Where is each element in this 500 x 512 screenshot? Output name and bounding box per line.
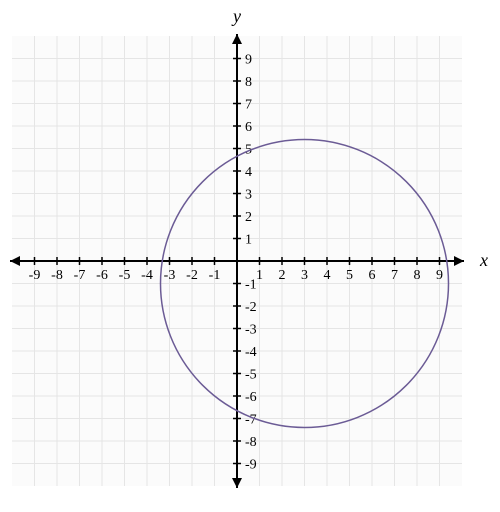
y-tick-label: -5 xyxy=(245,368,257,383)
x-tick-label: -9 xyxy=(29,268,41,283)
y-tick-label: 2 xyxy=(245,210,252,225)
y-tick-label: -3 xyxy=(245,323,257,338)
x-tick-label: -7 xyxy=(74,268,86,283)
y-tick-label: 9 xyxy=(245,53,252,68)
x-tick-label: 2 xyxy=(279,268,286,283)
y-tick-label: 7 xyxy=(245,98,252,113)
x-tick-label: -3 xyxy=(164,268,176,283)
y-tick-label: -4 xyxy=(245,345,257,360)
y-tick-label: -8 xyxy=(245,435,257,450)
x-tick-label: 9 xyxy=(436,268,443,283)
y-tick-label: -1 xyxy=(245,278,257,293)
coordinate-chart: -9-8-7-6-5-4-3-2-1123456789-9-8-7-6-5-4-… xyxy=(0,0,500,512)
x-tick-label: 7 xyxy=(391,268,398,283)
x-tick-label: -5 xyxy=(119,268,131,283)
plot-svg: -9-8-7-6-5-4-3-2-1123456789-9-8-7-6-5-4-… xyxy=(0,0,500,512)
x-tick-label: 5 xyxy=(346,268,353,283)
x-tick-label: 3 xyxy=(301,268,308,283)
x-tick-label: 1 xyxy=(256,268,263,283)
y-axis-label: y xyxy=(231,6,241,26)
y-tick-label: -9 xyxy=(245,458,257,473)
y-tick-label: 4 xyxy=(245,165,252,180)
x-tick-label: -1 xyxy=(209,268,221,283)
x-tick-label: -8 xyxy=(51,268,63,283)
y-tick-label: 3 xyxy=(245,188,252,203)
x-tick-label: -6 xyxy=(96,268,108,283)
x-tick-label: -2 xyxy=(186,268,198,283)
y-tick-label: 6 xyxy=(245,120,252,135)
y-tick-label: 8 xyxy=(245,75,252,90)
x-tick-label: 8 xyxy=(414,268,421,283)
x-tick-label: -4 xyxy=(141,268,153,283)
x-tick-label: 4 xyxy=(324,268,331,283)
y-tick-label: -2 xyxy=(245,300,257,315)
y-tick-label: -6 xyxy=(245,390,257,405)
x-axis-label: x xyxy=(479,250,488,270)
y-tick-label: 1 xyxy=(245,233,252,248)
x-tick-label: 6 xyxy=(369,268,376,283)
